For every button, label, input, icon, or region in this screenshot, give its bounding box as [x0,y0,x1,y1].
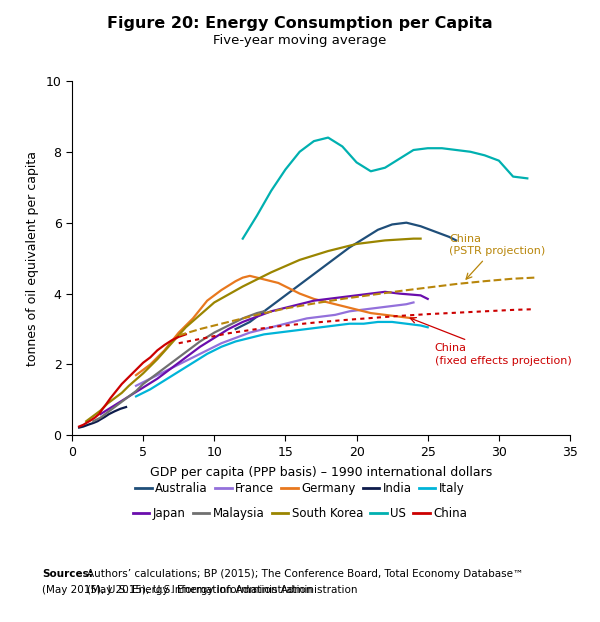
Text: China
(fixed effects projection): China (fixed effects projection) [410,318,572,366]
Text: (May 2015); U.S. Energy Information Administration: (May 2015); U.S. Energy Information Admi… [87,585,358,595]
Text: Five-year moving average: Five-year moving average [214,34,386,47]
Text: Figure 20: Energy Consumption per Capita: Figure 20: Energy Consumption per Capita [107,16,493,30]
Text: (May 2015); U.S. Energy Information Administration: (May 2015); U.S. Energy Information Admi… [42,585,313,595]
X-axis label: GDP per capita (PPP basis) – 1990 international dollars: GDP per capita (PPP basis) – 1990 intern… [150,466,492,479]
Text: Sources:: Sources: [42,569,93,579]
Legend: Australia, France, Germany, India, Italy: Australia, France, Germany, India, Italy [135,482,465,495]
Legend: Japan, Malaysia, South Korea, US, China: Japan, Malaysia, South Korea, US, China [133,507,467,520]
Y-axis label: tonnes of oil equivalent per capita: tonnes of oil equivalent per capita [26,151,39,366]
Text: China
(PSTR projection): China (PSTR projection) [449,234,545,279]
Text: Authors’ calculations; BP (2015); The Conference Board, Total Economy Database™: Authors’ calculations; BP (2015); The Co… [87,569,523,579]
